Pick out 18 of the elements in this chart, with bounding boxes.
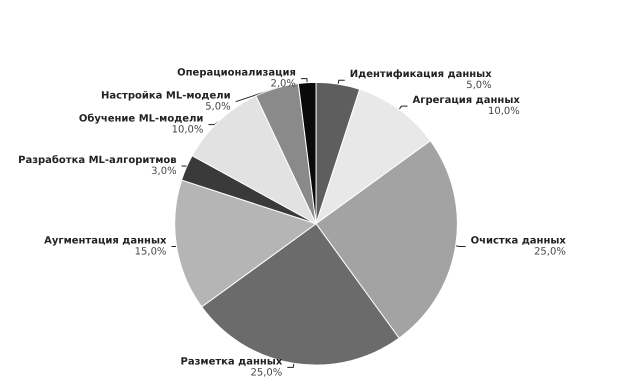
slice-label: Очистка данных xyxy=(470,236,566,246)
data-label: 5,0% xyxy=(466,80,492,92)
data-label: 15,0% xyxy=(134,246,166,258)
slice-label: Обучение ML-модели xyxy=(78,114,204,125)
slice-label: Операционализация xyxy=(177,68,296,79)
data-label: 25,0% xyxy=(250,367,282,378)
slice-label: Настройка ML-модели xyxy=(100,90,231,102)
data-label: 10,0% xyxy=(488,106,520,118)
slice-label: Агрегация данных xyxy=(412,95,520,106)
slice-label: Идентификация данных xyxy=(350,69,492,80)
data-label: 2,0% xyxy=(270,78,296,90)
slice-label: Разработка ML-алгоритмов xyxy=(18,155,177,166)
slice-label: Аугментация данных xyxy=(44,236,167,246)
data-label: 3,0% xyxy=(151,166,177,178)
data-label: 10,0% xyxy=(172,124,204,136)
data-label: 5,0% xyxy=(205,102,231,113)
data-label: 25,0% xyxy=(534,246,566,258)
slice-label: Разметка данных xyxy=(180,356,283,368)
